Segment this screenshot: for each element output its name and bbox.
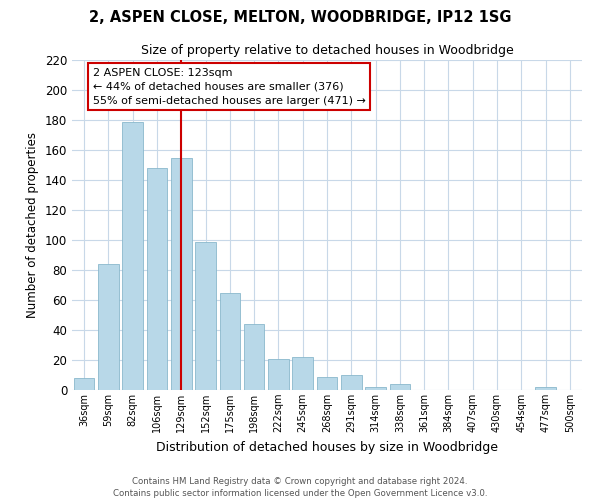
Bar — [268, 358, 289, 390]
Bar — [535, 387, 556, 390]
Bar — [171, 158, 191, 390]
Title: Size of property relative to detached houses in Woodbridge: Size of property relative to detached ho… — [140, 44, 514, 58]
Y-axis label: Number of detached properties: Number of detached properties — [26, 132, 39, 318]
Bar — [292, 357, 313, 390]
Bar — [389, 384, 410, 390]
Bar — [146, 168, 167, 390]
Bar — [220, 292, 240, 390]
Bar — [98, 264, 119, 390]
Bar — [74, 378, 94, 390]
Bar — [317, 376, 337, 390]
X-axis label: Distribution of detached houses by size in Woodbridge: Distribution of detached houses by size … — [156, 440, 498, 454]
Bar — [244, 324, 265, 390]
Bar — [195, 242, 216, 390]
Text: 2 ASPEN CLOSE: 123sqm
← 44% of detached houses are smaller (376)
55% of semi-det: 2 ASPEN CLOSE: 123sqm ← 44% of detached … — [92, 68, 365, 106]
Text: Contains HM Land Registry data © Crown copyright and database right 2024.
Contai: Contains HM Land Registry data © Crown c… — [113, 476, 487, 498]
Bar — [365, 387, 386, 390]
Bar — [341, 375, 362, 390]
Text: 2, ASPEN CLOSE, MELTON, WOODBRIDGE, IP12 1SG: 2, ASPEN CLOSE, MELTON, WOODBRIDGE, IP12… — [89, 10, 511, 25]
Bar — [122, 122, 143, 390]
